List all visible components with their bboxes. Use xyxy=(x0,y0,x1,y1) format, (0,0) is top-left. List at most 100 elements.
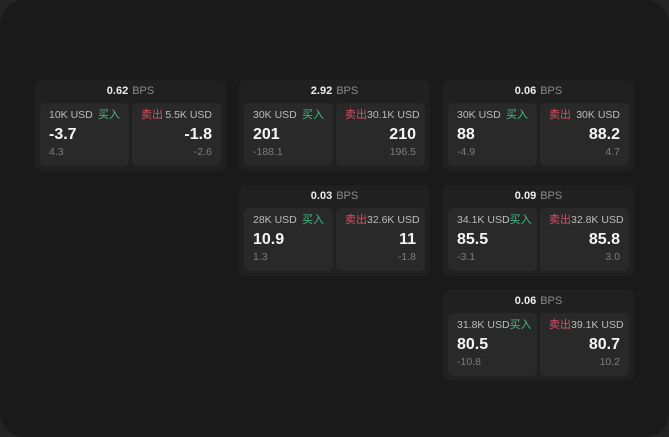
buy-notional-label: 34.1K USD xyxy=(457,214,510,227)
buy-quote-button[interactable]: 31.8K USD 买入 80.5 -10.8 xyxy=(448,313,537,376)
buy-notional-label: 30K USD xyxy=(457,109,501,122)
spread-bps-value: 0.06 xyxy=(514,295,537,307)
quote-body: 30K USD 买入 88 -4.9 卖出 30K USD 88.2 4.7 xyxy=(443,103,634,171)
buy-side-label: 买入 xyxy=(509,319,532,331)
buy-panel-top: 10K USD 买入 xyxy=(49,109,120,122)
quote-card: 2.92 BPS 30K USD 买入 201 -188.1 卖出 30.1K … xyxy=(239,80,430,171)
buy-quote-button[interactable]: 34.1K USD 买入 85.5 -3.1 xyxy=(448,208,537,271)
sell-quote-button[interactable]: 卖出 32.8K USD 85.8 3.0 xyxy=(540,208,629,271)
sell-notional-label: 5.5K USD xyxy=(165,109,212,122)
sell-price-change: -2.6 xyxy=(193,146,212,159)
quote-card: 0.06 BPS 30K USD 买入 88 -4.9 卖出 30K USD 8… xyxy=(443,80,634,171)
spread-bps-unit: BPS xyxy=(336,190,359,202)
buy-price-change: 1.3 xyxy=(253,251,268,264)
buy-price-value: 10.9 xyxy=(253,231,285,249)
spread-bps-unit: BPS xyxy=(540,85,563,97)
spread-header: 0.62 BPS xyxy=(35,80,226,103)
sell-price-value: 210 xyxy=(389,126,416,144)
sell-price-change: 196.5 xyxy=(389,146,416,159)
spread-bps-unit: BPS xyxy=(540,295,563,307)
buy-notional-label: 30K USD xyxy=(253,109,297,122)
spread-header: 0.09 BPS xyxy=(443,185,634,208)
quote-body: 30K USD 买入 201 -188.1 卖出 30.1K USD 210 1… xyxy=(239,103,430,171)
buy-side-label: 买入 xyxy=(509,214,532,226)
sell-quote-button[interactable]: 卖出 30K USD 88.2 4.7 xyxy=(540,103,629,166)
sell-notional-label: 32.8K USD xyxy=(571,214,624,227)
sell-notional-label: 39.1K USD xyxy=(571,319,624,332)
buy-price-change: -10.8 xyxy=(457,356,481,369)
sell-quote-button[interactable]: 卖出 30.1K USD 210 196.5 xyxy=(336,103,425,166)
buy-price-value: 201 xyxy=(253,126,280,144)
quote-card: 0.09 BPS 34.1K USD 买入 85.5 -3.1 卖出 32.8K… xyxy=(443,185,634,276)
buy-quote-button[interactable]: 10K USD 买入 -3.7 4.3 xyxy=(40,103,129,166)
quote-body: 10K USD 买入 -3.7 4.3 卖出 5.5K USD -1.8 -2.… xyxy=(35,103,226,171)
sell-panel-top: 卖出 5.5K USD xyxy=(141,109,212,122)
buy-side-label: 买入 xyxy=(302,109,324,121)
sell-price-value: 80.7 xyxy=(588,336,620,354)
sell-notional-label: 30K USD xyxy=(576,109,620,122)
spread-bps-value: 2.92 xyxy=(310,85,333,97)
sell-side-label: 卖出 xyxy=(549,319,571,331)
sell-panel-top: 卖出 39.1K USD xyxy=(549,319,624,332)
sell-panel-top: 卖出 32.8K USD xyxy=(549,214,624,227)
buy-panel-top: 30K USD 买入 xyxy=(253,109,324,122)
quote-card: 0.03 BPS 28K USD 买入 10.9 1.3 卖出 32.6K US… xyxy=(239,185,430,276)
spread-bps-value: 0.09 xyxy=(514,190,537,202)
buy-side-label: 买入 xyxy=(98,109,120,121)
buy-quote-button[interactable]: 30K USD 买入 201 -188.1 xyxy=(244,103,333,166)
spread-header: 0.06 BPS xyxy=(443,290,634,313)
buy-price-change: -4.9 xyxy=(457,146,476,159)
sell-panel-top: 卖出 32.6K USD xyxy=(345,214,420,227)
sell-notional-label: 32.6K USD xyxy=(367,214,420,227)
quote-card-grid: 0.62 BPS 10K USD 买入 -3.7 4.3 卖出 5.5K USD… xyxy=(35,80,634,381)
sell-side-label: 卖出 xyxy=(345,214,367,226)
quote-card: 0.62 BPS 10K USD 买入 -3.7 4.3 卖出 5.5K USD… xyxy=(35,80,226,171)
spread-bps-value: 0.06 xyxy=(514,85,537,97)
sell-side-label: 卖出 xyxy=(345,109,367,121)
buy-notional-label: 28K USD xyxy=(253,214,297,227)
sell-quote-button[interactable]: 卖出 39.1K USD 80.7 10.2 xyxy=(540,313,629,376)
spread-header: 2.92 BPS xyxy=(239,80,430,103)
quote-body: 34.1K USD 买入 85.5 -3.1 卖出 32.8K USD 85.8… xyxy=(443,208,634,276)
buy-price-value: 80.5 xyxy=(457,336,489,354)
buy-price-change: 4.3 xyxy=(49,146,64,159)
buy-notional-label: 31.8K USD xyxy=(457,319,510,332)
buy-quote-button[interactable]: 28K USD 买入 10.9 1.3 xyxy=(244,208,333,271)
sell-price-change: -1.8 xyxy=(397,251,416,264)
sell-side-label: 卖出 xyxy=(549,109,571,121)
buy-panel-top: 34.1K USD 买入 xyxy=(457,214,532,227)
sell-price-change: 10.2 xyxy=(599,356,620,369)
spread-bps-value: 0.03 xyxy=(310,190,333,202)
sell-panel-top: 卖出 30K USD xyxy=(549,109,620,122)
sell-side-label: 卖出 xyxy=(549,214,571,226)
buy-quote-button[interactable]: 30K USD 买入 88 -4.9 xyxy=(448,103,537,166)
buy-panel-top: 31.8K USD 买入 xyxy=(457,319,532,332)
quote-body: 31.8K USD 买入 80.5 -10.8 卖出 39.1K USD 80.… xyxy=(443,313,634,381)
quote-body: 28K USD 买入 10.9 1.3 卖出 32.6K USD 11 -1.8 xyxy=(239,208,430,276)
sell-panel-top: 卖出 30.1K USD xyxy=(345,109,420,122)
sell-quote-button[interactable]: 卖出 32.6K USD 11 -1.8 xyxy=(336,208,425,271)
buy-side-label: 买入 xyxy=(506,109,528,121)
buy-panel-top: 30K USD 买入 xyxy=(457,109,528,122)
buy-panel-top: 28K USD 买入 xyxy=(253,214,324,227)
buy-price-value: 85.5 xyxy=(457,231,489,249)
buy-price-value: -3.7 xyxy=(49,126,77,144)
spread-bps-value: 0.62 xyxy=(106,85,129,97)
spread-header: 0.03 BPS xyxy=(239,185,430,208)
buy-price-change: -3.1 xyxy=(457,251,476,264)
sell-price-change: 3.0 xyxy=(605,251,620,264)
buy-side-label: 买入 xyxy=(302,214,324,226)
sell-notional-label: 30.1K USD xyxy=(367,109,420,122)
sell-side-label: 卖出 xyxy=(141,109,163,121)
spread-bps-unit: BPS xyxy=(540,190,563,202)
buy-notional-label: 10K USD xyxy=(49,109,93,122)
sell-price-value: 11 xyxy=(399,231,416,249)
spread-header: 0.06 BPS xyxy=(443,80,634,103)
spread-bps-unit: BPS xyxy=(132,85,155,97)
spread-bps-unit: BPS xyxy=(336,85,359,97)
sell-price-value: -1.8 xyxy=(184,126,212,144)
sell-price-value: 88.2 xyxy=(588,126,620,144)
sell-quote-button[interactable]: 卖出 5.5K USD -1.8 -2.6 xyxy=(132,103,221,166)
buy-price-value: 88 xyxy=(457,126,475,144)
